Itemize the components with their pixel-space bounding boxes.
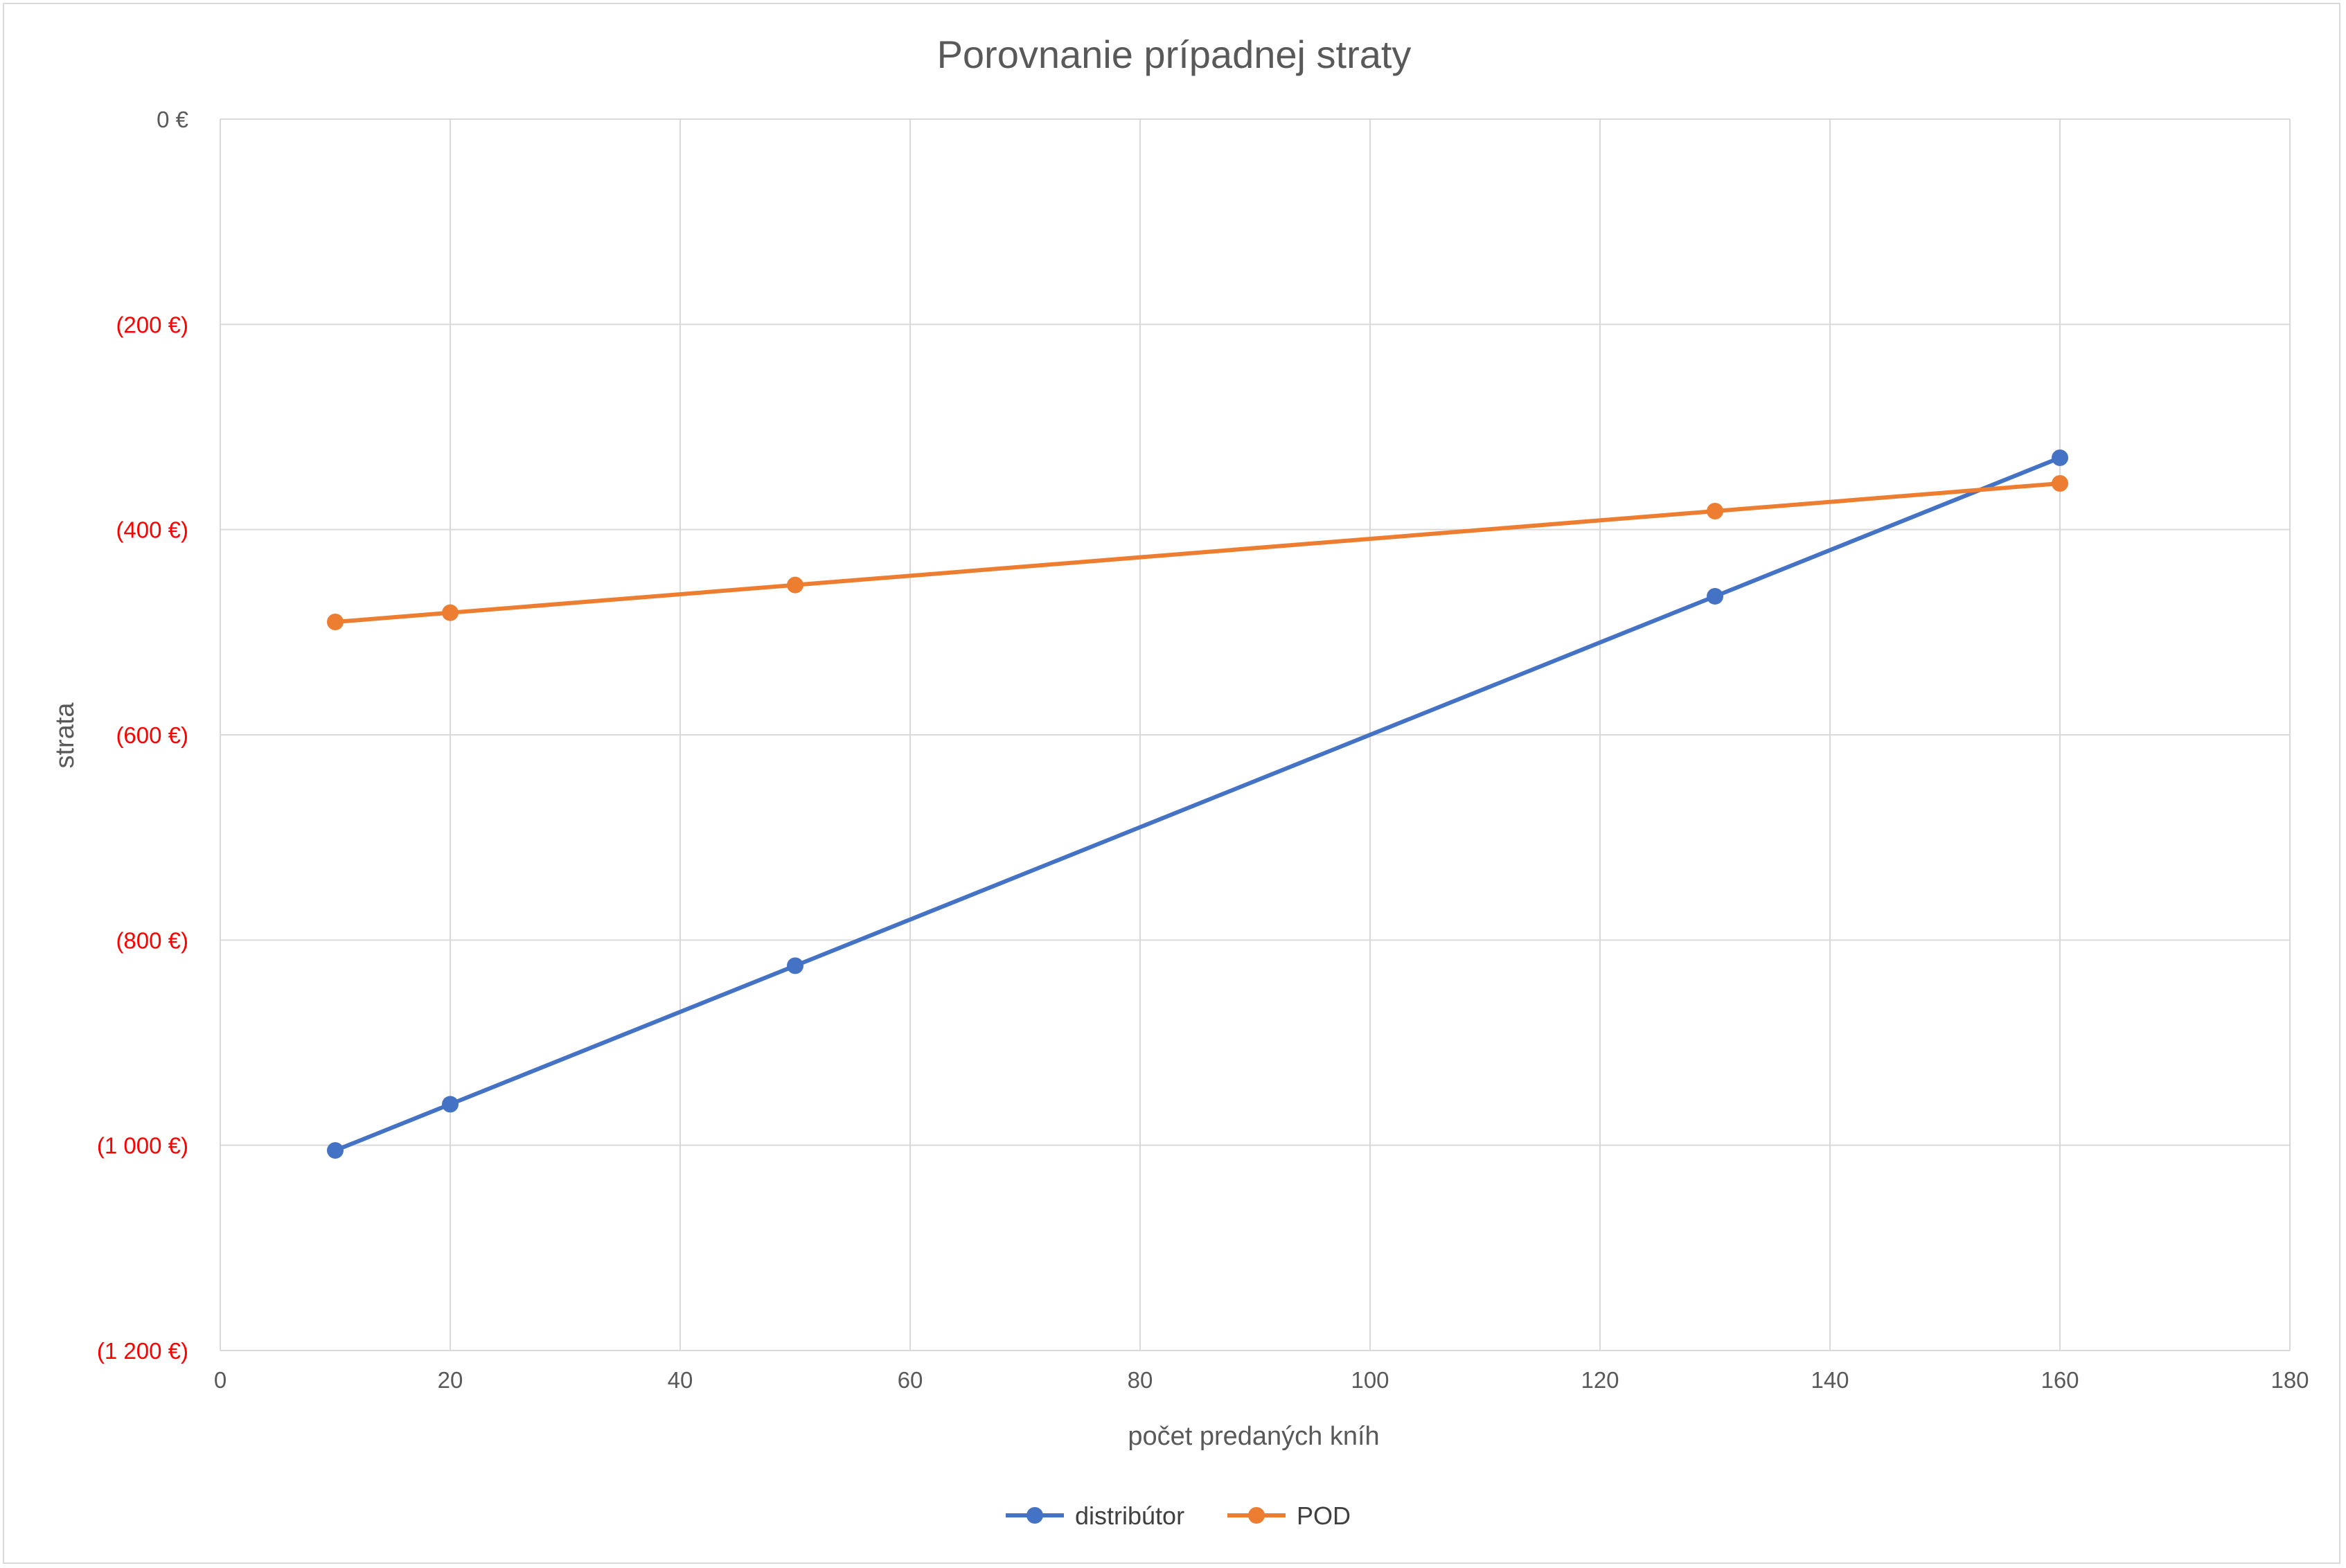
data-point xyxy=(2052,449,2068,466)
x-tick-label: 180 xyxy=(2271,1367,2309,1393)
x-tick-label: 120 xyxy=(1581,1367,1619,1393)
x-tick-label: 60 xyxy=(898,1367,923,1393)
x-tick-label: 160 xyxy=(2041,1367,2079,1393)
y-axis-title: strata xyxy=(51,702,80,769)
data-point xyxy=(327,1142,344,1159)
x-axis-ticks: 0 20 40 60 80 100 120 140 160 180 xyxy=(214,1367,2309,1393)
legend-label: POD xyxy=(1297,1502,1351,1530)
data-point xyxy=(787,957,803,974)
data-point xyxy=(1707,502,1723,519)
data-point xyxy=(442,604,459,621)
y-tick-label: (1 200 €) xyxy=(97,1338,188,1364)
chart-title: Porovnanie prípadnej straty xyxy=(937,33,1412,76)
y-tick-label: (600 €) xyxy=(116,722,188,748)
x-tick-label: 20 xyxy=(438,1367,463,1393)
series-1 xyxy=(327,449,2068,1159)
gridlines xyxy=(220,118,2291,1351)
data-point xyxy=(1707,587,1723,605)
legend-marker xyxy=(1027,1507,1043,1524)
data-point xyxy=(327,614,344,631)
y-axis-ticks: 0 € (200 €) (400 €) (600 €) (800 €) (1 000 €)… xyxy=(97,107,188,1364)
x-tick-label: 140 xyxy=(1811,1367,1849,1393)
chart-frame xyxy=(3,3,2340,1564)
data-point xyxy=(787,576,803,594)
legend: distribútor POD xyxy=(1006,1502,1351,1530)
y-tick-label: (400 €) xyxy=(116,517,188,543)
y-tick-label: (1 000 €) xyxy=(97,1133,188,1159)
y-tick-label: (200 €) xyxy=(116,312,188,337)
series-line xyxy=(333,481,2062,625)
series-layer xyxy=(327,449,2068,1159)
series-2 xyxy=(327,474,2068,631)
legend-marker xyxy=(1248,1507,1265,1524)
legend-label: distribútor xyxy=(1075,1502,1184,1530)
legend-item: POD xyxy=(1227,1502,1351,1530)
series-line xyxy=(333,455,2062,1153)
x-tick-label: 80 xyxy=(1128,1367,1153,1393)
data-point xyxy=(442,1096,459,1113)
x-tick-label: 40 xyxy=(668,1367,693,1393)
data-point xyxy=(2052,474,2068,492)
y-tick-label: 0 € xyxy=(157,107,188,132)
x-tick-label: 0 xyxy=(214,1367,226,1393)
x-tick-label: 100 xyxy=(1351,1367,1389,1393)
x-axis-title: počet predaných kníh xyxy=(1128,1422,1379,1451)
y-tick-label: (800 €) xyxy=(116,927,188,953)
legend-item: distribútor xyxy=(1006,1502,1184,1530)
